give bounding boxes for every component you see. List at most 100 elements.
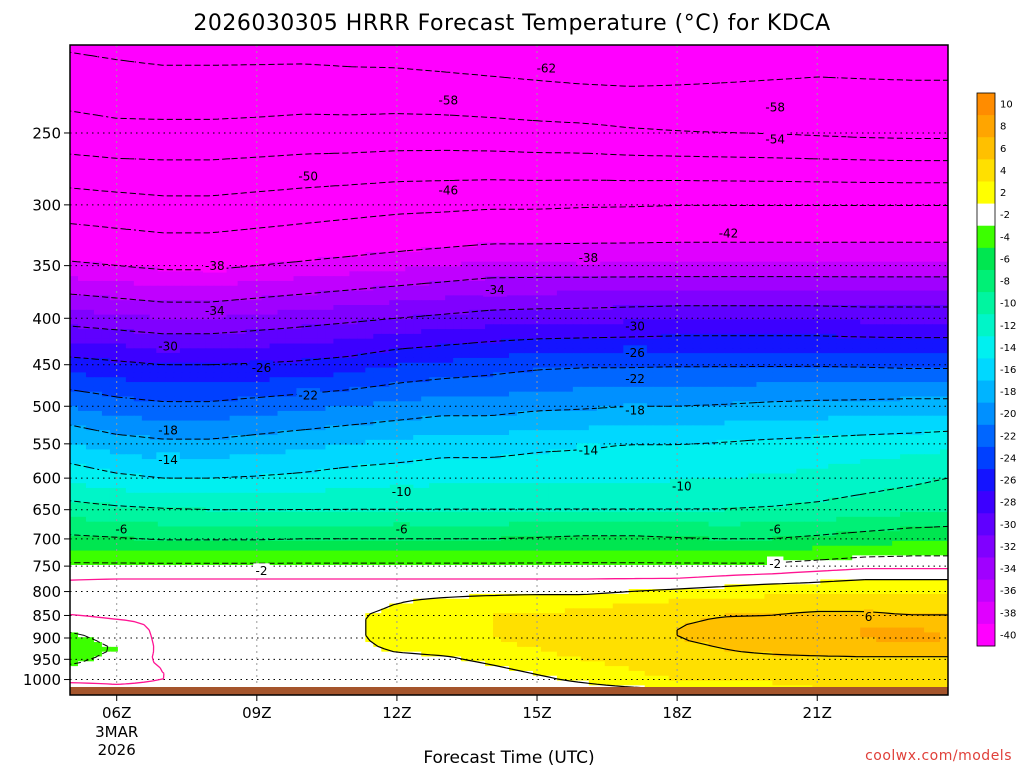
temperature-cell: [389, 97, 398, 104]
temperature-cell: [820, 112, 829, 118]
temperature-cell: [564, 223, 574, 229]
temperature-cell: [213, 199, 223, 205]
temperature-cell: [692, 175, 702, 181]
temperature-cell: [245, 102, 255, 109]
temperature-cell: [93, 160, 103, 167]
temperature-cell: [884, 59, 893, 65]
temperature-cell: [461, 203, 470, 210]
temperature-cell: [892, 247, 901, 253]
temperature-cell: [469, 54, 478, 61]
temperature-cell: [708, 208, 718, 215]
temperature-cell: [556, 223, 566, 229]
temperature-cell: [564, 88, 574, 94]
temperature-cell: [892, 141, 901, 147]
temperature-cell: [932, 208, 941, 215]
temperature-cell: [229, 83, 239, 90]
temperature-cell: [516, 126, 526, 133]
temperature-cell: [708, 218, 718, 224]
temperature-cell: [940, 73, 948, 80]
temperature-cell: [860, 213, 869, 220]
temperature-cell: [70, 83, 79, 90]
temperature-cell: [221, 64, 231, 70]
temperature-cell: [668, 242, 678, 248]
temperature-cell: [397, 78, 406, 85]
temperature-cell: [109, 256, 119, 263]
temperature-cell: [708, 256, 718, 263]
temperature-cell: [293, 252, 303, 258]
temperature-cell: [261, 102, 271, 109]
temperature-cell: [612, 256, 622, 263]
temperature-cell: [453, 223, 462, 229]
temperature-cell: [740, 256, 750, 263]
temperature-cell: [932, 170, 941, 176]
temperature-cell: [612, 242, 622, 248]
temperature-cell: [788, 97, 798, 104]
temperature-cell: [892, 54, 901, 61]
temperature-cell: [924, 64, 933, 70]
temperature-cell: [253, 232, 263, 239]
temperature-cell: [285, 78, 295, 85]
temperature-cell: [413, 117, 422, 123]
temperature-cell: [700, 227, 710, 234]
temperature-cell: [101, 165, 111, 171]
temperature-cell: [245, 54, 255, 61]
temperature-cell: [157, 69, 167, 75]
temperature-cell: [461, 126, 470, 133]
temperature-cell: [628, 102, 638, 109]
temperature-cell: [564, 213, 574, 220]
temperature-cell: [189, 78, 199, 85]
temperature-cell: [660, 165, 670, 171]
temperature-cell: [700, 122, 710, 128]
temperature-cell: [413, 170, 422, 176]
temperature-cell: [868, 256, 877, 263]
temperature-cell: [213, 83, 223, 90]
temperature-cell: [836, 126, 845, 133]
temperature-cell: [453, 146, 462, 152]
temperature-cell: [445, 117, 454, 123]
temperature-cell: [93, 69, 103, 75]
temperature-cell: [477, 45, 486, 51]
temperature-cell: [301, 83, 311, 90]
temperature-cell: [628, 78, 638, 85]
temperature-cell: [77, 102, 87, 109]
temperature-cell: [93, 78, 103, 85]
temperature-cell: [341, 107, 351, 114]
temperature-cell: [868, 252, 877, 258]
temperature-cell: [373, 247, 382, 253]
temperature-cell: [317, 150, 327, 157]
temperature-cell: [125, 203, 135, 210]
temperature-cell: [301, 160, 311, 167]
temperature-cell: [628, 175, 638, 181]
temperature-cell: [85, 242, 95, 248]
temperature-cell: [149, 155, 159, 162]
temperature-cell: [301, 141, 311, 147]
temperature-cell: [165, 160, 175, 167]
temperature-cell: [668, 232, 678, 239]
temperature-cell: [221, 49, 231, 56]
temperature-cell: [900, 126, 909, 133]
temperature-cell: [820, 45, 829, 51]
temperature-cell: [748, 97, 758, 104]
temperature-cell: [916, 83, 925, 90]
temperature-cell: [453, 83, 462, 90]
temperature-cell: [485, 83, 494, 90]
temperature-cell: [349, 237, 359, 244]
temperature-cell: [772, 184, 782, 191]
temperature-cell: [117, 64, 127, 70]
temperature-cell: [804, 49, 814, 56]
temperature-cell: [189, 184, 199, 191]
temperature-cell: [389, 131, 398, 138]
temperature-cell: [77, 223, 87, 229]
temperature-cell: [884, 83, 893, 90]
temperature-cell: [349, 131, 359, 138]
temperature-cell: [660, 54, 670, 61]
temperature-cell: [509, 131, 518, 138]
temperature-cell: [357, 150, 367, 157]
temperature-cell: [389, 54, 398, 61]
temperature-cell: [540, 208, 550, 215]
temperature-cell: [245, 141, 255, 147]
temperature-cell: [940, 107, 948, 114]
temperature-cell: [836, 247, 845, 253]
temperature-cell: [732, 131, 742, 138]
temperature-cell: [556, 189, 566, 195]
